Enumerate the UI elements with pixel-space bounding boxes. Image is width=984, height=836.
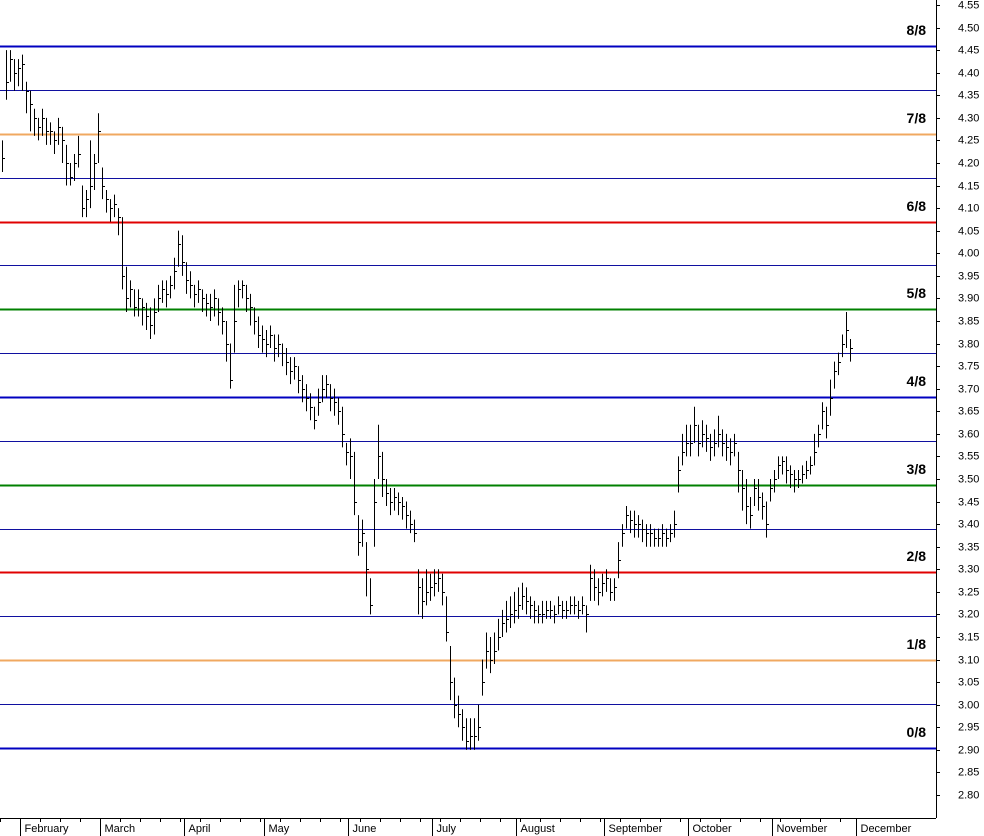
y-tick-label: 3.20 <box>958 608 979 620</box>
level-label: 3/8 <box>907 461 927 477</box>
y-tick-label: 3.85 <box>958 315 979 327</box>
y-tick-label: 2.95 <box>958 721 979 733</box>
y-tick-label: 3.50 <box>958 473 979 485</box>
x-tick-label: September <box>609 823 663 835</box>
level-label: 5/8 <box>907 285 927 301</box>
x-tick-label: July <box>437 823 457 835</box>
level-label: 7/8 <box>907 110 927 126</box>
level-label: 8/8 <box>907 22 927 38</box>
y-tick-label: 4.50 <box>958 22 979 34</box>
y-tick-label: 4.15 <box>958 180 979 192</box>
y-tick-label: 4.10 <box>958 202 979 214</box>
y-tick-label: 2.85 <box>958 766 979 778</box>
y-tick-label: 4.45 <box>958 44 979 56</box>
y-tick-label: 3.10 <box>958 654 979 666</box>
level-label: 1/8 <box>907 636 927 652</box>
x-tick-label: December <box>861 823 912 835</box>
y-tick-label: 4.05 <box>958 225 979 237</box>
y-tick-label: 3.35 <box>958 541 979 553</box>
y-tick-label: 4.35 <box>958 89 979 101</box>
y-tick-label: 3.90 <box>958 292 979 304</box>
x-tick-label: February <box>25 823 70 835</box>
x-tick-label: April <box>189 823 211 835</box>
y-tick-label: 2.90 <box>958 744 979 756</box>
y-tick-label: 3.25 <box>958 586 979 598</box>
y-tick-label: 4.25 <box>958 134 979 146</box>
x-tick-label: August <box>521 823 555 835</box>
x-tick-label: November <box>777 823 828 835</box>
x-tick-label: October <box>693 823 732 835</box>
y-tick-label: 2.80 <box>958 789 979 801</box>
y-tick-label: 4.00 <box>958 247 979 259</box>
y-tick-label: 3.55 <box>958 450 979 462</box>
y-tick-label: 3.75 <box>958 360 979 372</box>
level-label: 0/8 <box>907 724 927 740</box>
y-tick-label: 3.15 <box>958 631 979 643</box>
y-tick-label: 3.95 <box>958 270 979 282</box>
y-tick-label: 4.40 <box>958 67 979 79</box>
y-tick-label: 4.30 <box>958 112 979 124</box>
y-tick-label: 3.05 <box>958 676 979 688</box>
x-tick-label: May <box>269 823 290 835</box>
y-tick-label: 3.45 <box>958 496 979 508</box>
y-tick-label: 4.20 <box>958 157 979 169</box>
y-tick-label: 3.40 <box>958 518 979 530</box>
y-tick-label: 3.70 <box>958 383 979 395</box>
level-label: 2/8 <box>907 548 927 564</box>
x-tick-label: March <box>105 823 136 835</box>
x-tick-label: June <box>353 823 377 835</box>
y-tick-label: 3.65 <box>958 405 979 417</box>
y-tick-label: 3.80 <box>958 338 979 350</box>
y-tick-label: 4.55 <box>958 0 979 11</box>
level-label: 6/8 <box>907 198 927 214</box>
y-tick-label: 3.60 <box>958 428 979 440</box>
y-tick-label: 3.00 <box>958 699 979 711</box>
level-label: 4/8 <box>907 373 927 389</box>
y-tick-label: 3.30 <box>958 563 979 575</box>
